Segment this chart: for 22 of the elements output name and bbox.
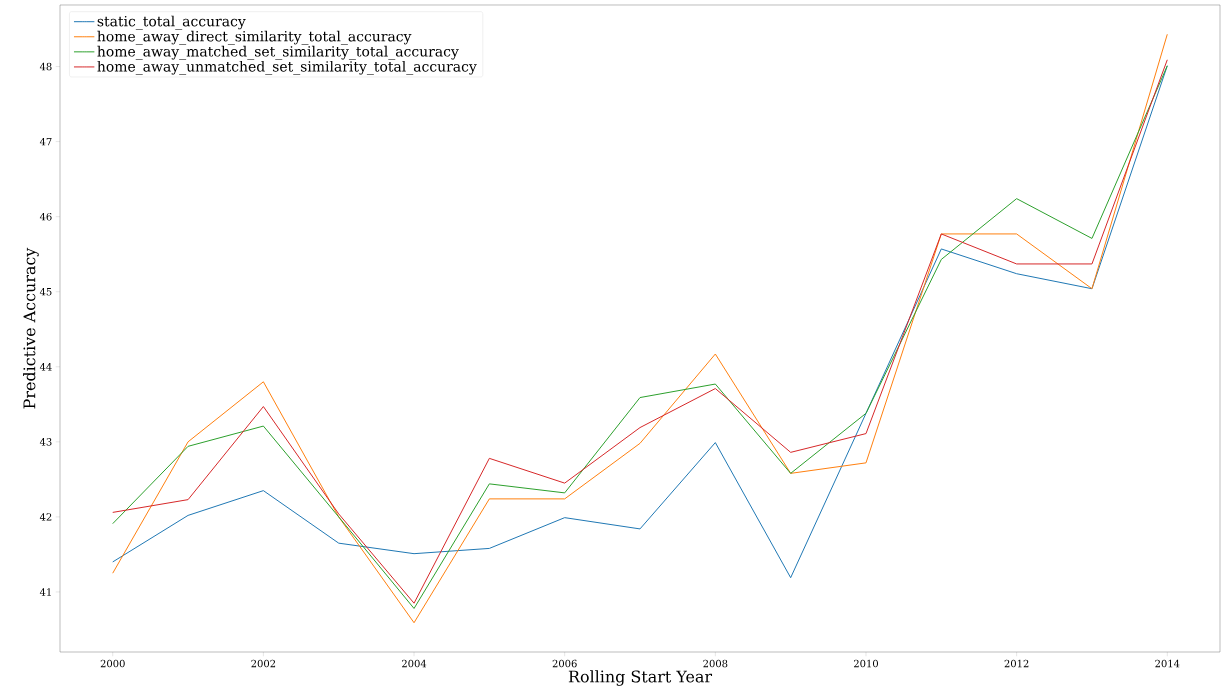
y-tick-label: 45 [39, 287, 52, 296]
y-axis-title: Predictive Accuracy [23, 247, 39, 409]
x-tick-label: 2006 [552, 659, 577, 668]
y-tick-label: 41 [39, 588, 51, 596]
x-tick-label: 2000 [100, 659, 125, 668]
y-tick-label: 43 [39, 438, 52, 446]
x-tick-label: 2012 [1004, 659, 1029, 668]
x-tick-label: 2004 [402, 659, 427, 668]
legend-label: home_away_unmatched_set_similarity_total_accuracy [97, 60, 477, 75]
legend-label: static_total_accuracy [97, 15, 246, 30]
y-tick-label: 44 [39, 363, 52, 371]
x-tick-label: 2008 [703, 659, 728, 668]
x-tick-label: 2002 [251, 659, 276, 668]
legend-label: home_away_direct_similarity_total_accuracy [97, 30, 412, 45]
y-tick-label: 48 [39, 62, 52, 71]
y-tick-label: 42 [39, 513, 52, 521]
y-tick-label: 47 [39, 137, 52, 146]
x-tick-label: 2010 [853, 659, 878, 668]
y-tick-label: 46 [39, 212, 52, 221]
x-axis-title: Rolling Start Year [568, 670, 713, 686]
x-tick-label: 2014 [1155, 659, 1180, 668]
legend-label: home_away_matched_set_similarity_total_accuracy [97, 45, 459, 60]
